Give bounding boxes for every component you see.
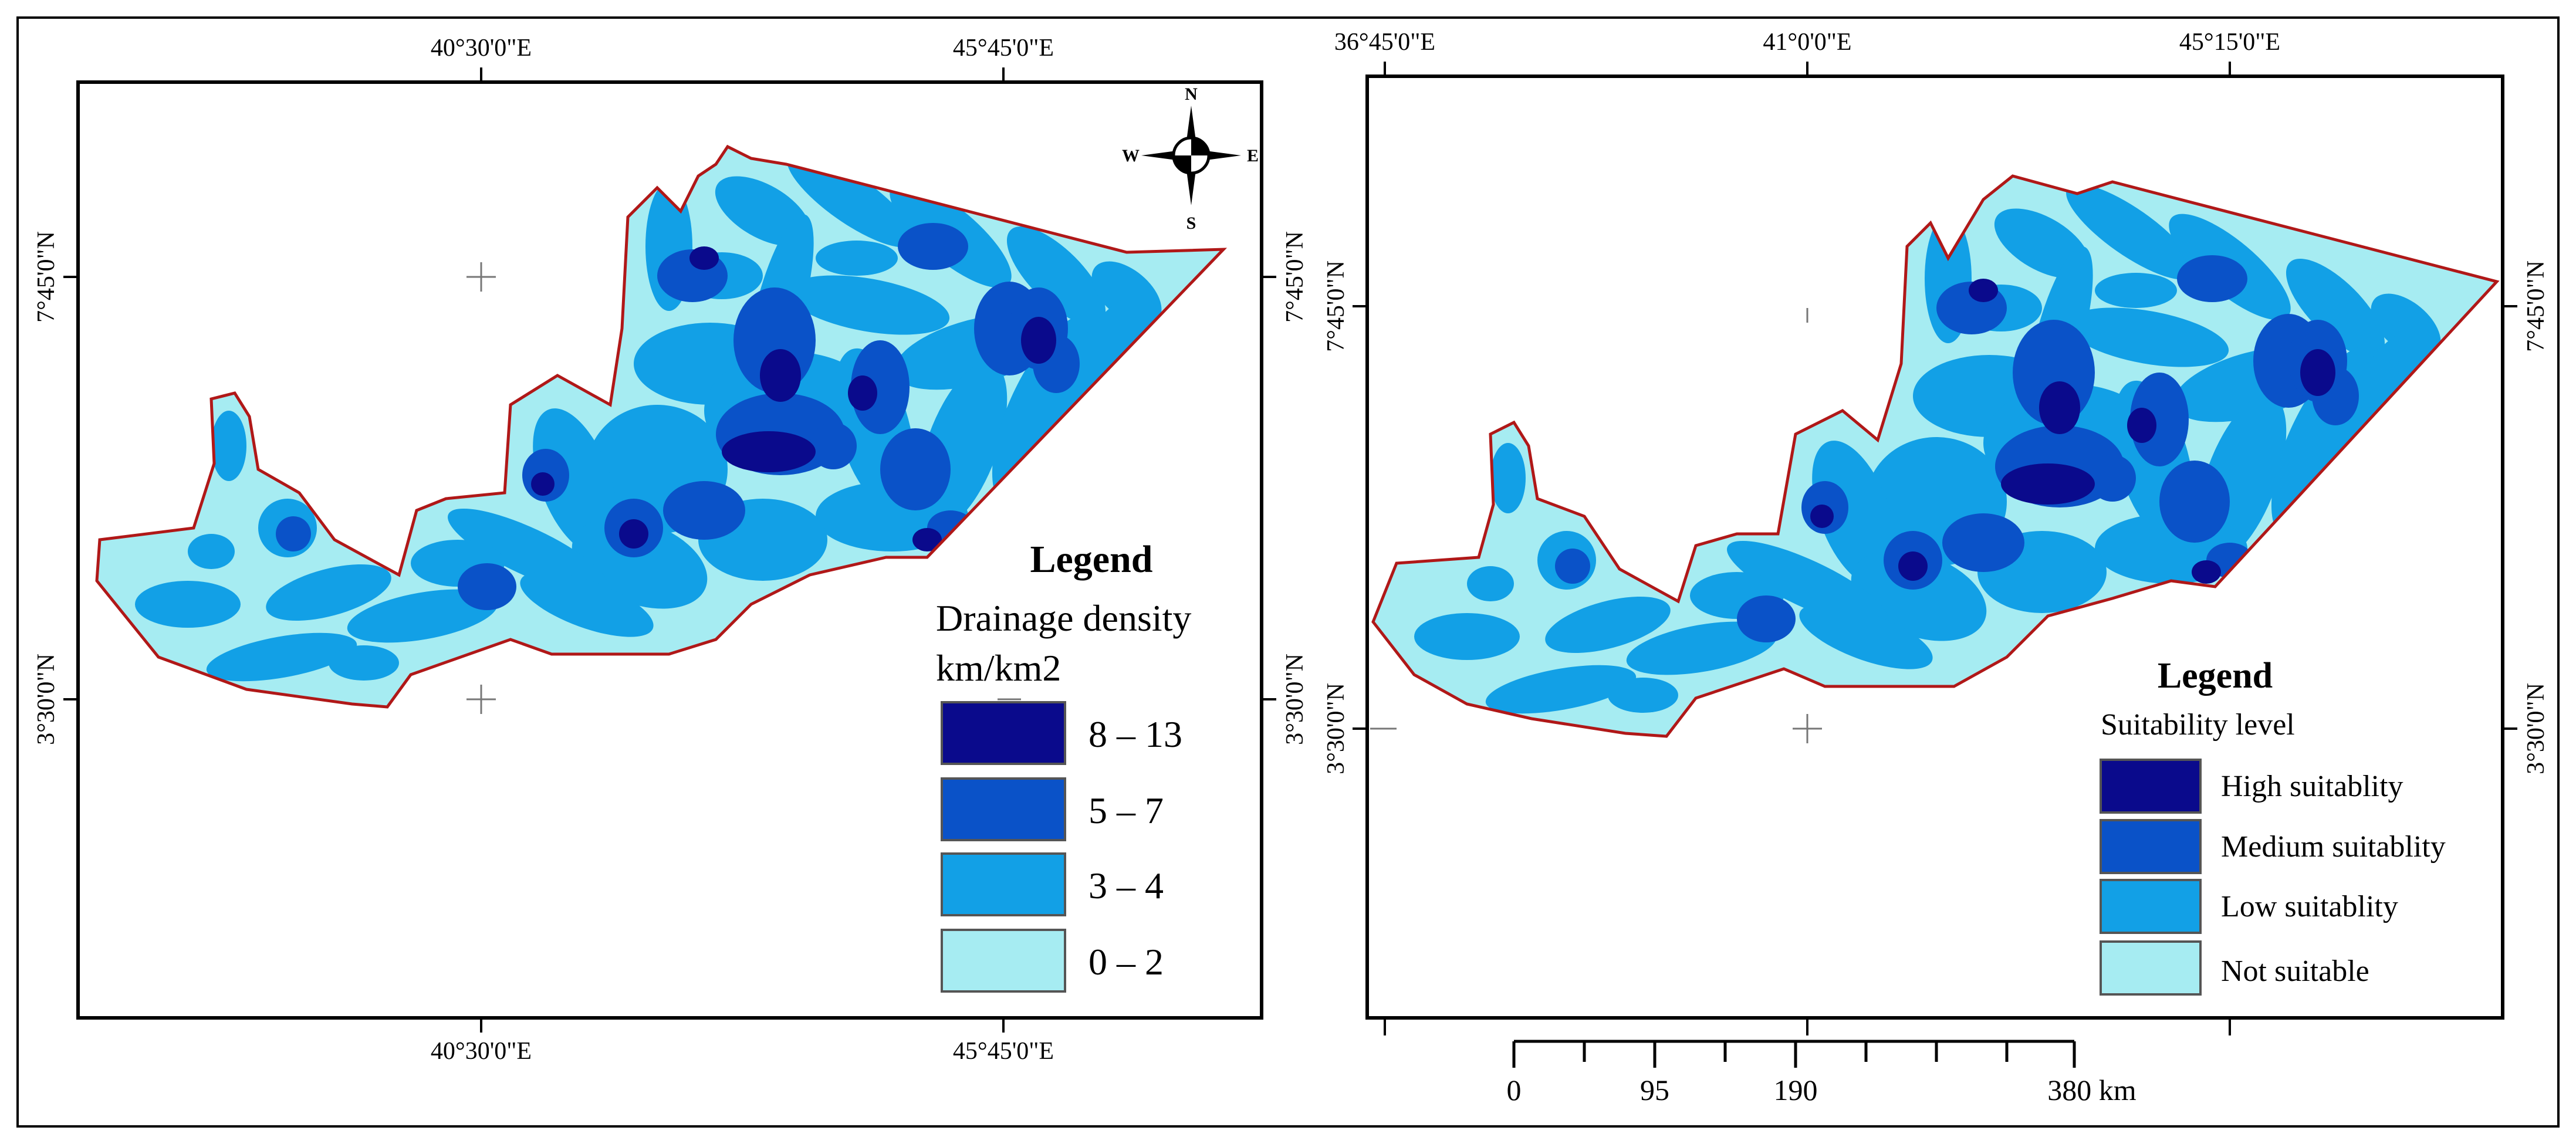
left-legend-subtitle-1: Drainage density — [936, 597, 1191, 639]
right-legend-label-1: High suitablity — [2221, 770, 2403, 803]
left-top-tick-2: 45°45'0"E — [953, 35, 1054, 62]
south-label: S — [1186, 214, 1196, 233]
scale-label-95: 95 — [1640, 1074, 1669, 1106]
left-legend-label-4: 0 – 2 — [1088, 941, 1164, 983]
scale-bar — [1512, 1040, 2076, 1068]
right-top-tick-2: 41°0'0"E — [1763, 29, 1851, 56]
left-side-tick-2: 3°30'0"N — [33, 654, 60, 745]
left-legend-label-2: 5 – 7 — [1088, 790, 1164, 831]
scale-label-0: 0 — [1507, 1074, 1522, 1106]
right-left-tick-1: 7°45'0"N — [1323, 260, 1350, 352]
right-top-tick-1: 36°45'0"E — [1334, 29, 1435, 56]
right-top-tick-3: 45°15'0"E — [2179, 29, 2280, 56]
right-legend-swatch-1 — [2100, 759, 2202, 814]
right-legend-subtitle: Suitability level — [2101, 708, 2295, 742]
right-right-tick-2: 3°30'0"N — [2523, 683, 2550, 774]
right-legend-title: Legend — [2158, 656, 2273, 696]
north-arrow-icon: N S E W — [1122, 84, 1259, 233]
left-right-tick-1: 7°45'0"N — [1282, 231, 1309, 323]
right-legend-swatch-2 — [2100, 819, 2202, 874]
right-right-tick-1: 7°45'0"N — [2523, 260, 2550, 352]
right-graticule — [1370, 308, 1822, 743]
left-legend-subtitle-2: km/km2 — [936, 647, 1061, 689]
left-graticule — [466, 262, 1021, 714]
left-legend-swatch-4 — [941, 929, 1066, 993]
right-legend: Legend Suitability level High suitablity… — [2100, 656, 2446, 996]
left-bottom-tick-1: 40°30'0"E — [431, 1038, 532, 1065]
scale-label-380: 380 km — [2047, 1074, 2136, 1106]
left-map: 40°30'0"E 45°45'0"E 40°30'0"E 45°45'0"E … — [33, 35, 1309, 1065]
east-label: E — [1247, 146, 1259, 165]
right-legend-swatch-4 — [2100, 940, 2202, 996]
figure-frame — [16, 16, 2560, 1128]
right-map: 36°45'0"E 41°0'0"E 45°15'0"E 7°45'0"N 3°… — [1323, 29, 2550, 1106]
right-legend-swatch-3 — [2100, 879, 2202, 934]
left-legend-swatch-3 — [941, 852, 1066, 916]
left-legend-title: Legend — [1030, 538, 1152, 581]
left-legend-label-3: 3 – 4 — [1088, 865, 1164, 906]
right-study-area-boundary — [1371, 174, 2500, 738]
right-legend-label-4: Not suitable — [2221, 955, 2369, 988]
left-legend-swatch-2 — [941, 777, 1066, 841]
left-legend: Legend Drainage density km/km2 8 – 13 5 … — [936, 538, 1191, 993]
left-legend-label-1: 8 – 13 — [1088, 713, 1182, 755]
right-left-tick-2: 3°30'0"N — [1323, 683, 1350, 774]
left-top-tick-1: 40°30'0"E — [431, 35, 532, 62]
left-bottom-tick-2: 45°45'0"E — [953, 1038, 1054, 1065]
left-legend-swatch-1 — [941, 701, 1066, 765]
left-right-tick-2: 3°30'0"N — [1282, 654, 1309, 745]
left-side-tick-1: 7°45'0"N — [33, 231, 60, 323]
north-label: N — [1185, 84, 1198, 104]
right-legend-label-2: Medium suitablity — [2221, 830, 2446, 864]
right-legend-label-3: Low suitablity — [2221, 890, 2398, 923]
left-study-area-boundary — [95, 144, 1228, 709]
west-label: W — [1122, 146, 1140, 165]
scale-label-190: 190 — [1774, 1074, 1818, 1106]
